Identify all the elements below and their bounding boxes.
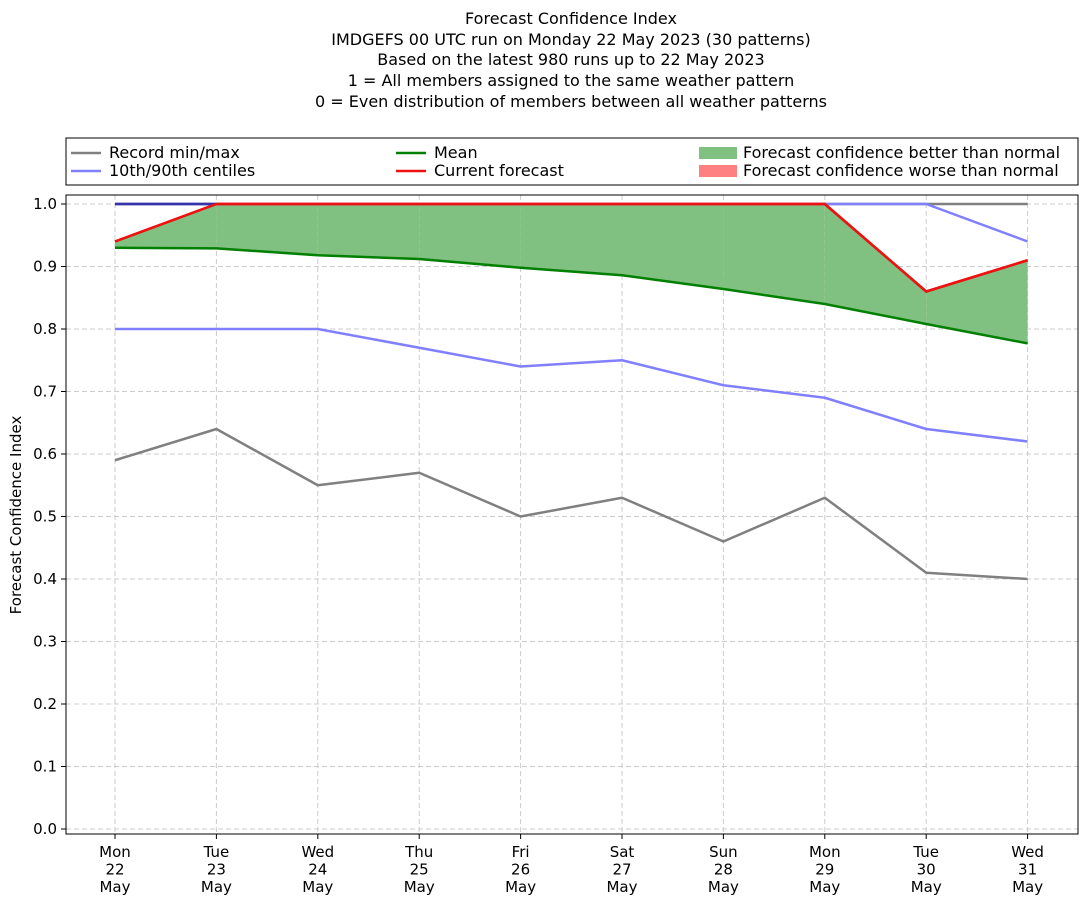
x-tick-label: Tue 23 May xyxy=(201,843,232,896)
legend-label-worse: Forecast confidence worse than normal xyxy=(743,161,1059,180)
legend-label-centiles: 10th/90th centiles xyxy=(109,161,255,180)
fill-better-than-normal xyxy=(824,204,927,324)
series-line-current-top xyxy=(114,202,1028,293)
y-tick-label: 0.7 xyxy=(33,383,57,401)
y-tick-label: 0.6 xyxy=(33,445,57,463)
legend-swatch-worse xyxy=(699,165,737,177)
plot-frame xyxy=(65,194,1079,835)
x-tick-label: Wed 24 May xyxy=(301,843,334,896)
series-line-record-min xyxy=(114,427,1028,581)
fill-better-than-normal xyxy=(926,260,1028,344)
y-tick-label: 0.3 xyxy=(33,633,57,651)
chart-title: Forecast Confidence Index IMDGEFS 00 UTC… xyxy=(315,9,827,111)
x-tick-label: Sat 27 May xyxy=(606,843,637,896)
x-tick-label: Thu 25 May xyxy=(404,843,435,896)
title-line-4: 1 = All members assigned to the same wea… xyxy=(348,71,795,90)
legend-label-record: Record min/max xyxy=(109,143,240,162)
title-line-3: Based on the latest 980 runs up to 22 Ma… xyxy=(377,50,764,69)
y-axis-ticks: 0.0 0.1 0.2 0.3 0.4 0.5 0.6 0.7 0.8 0.9 1.0 xyxy=(33,195,66,838)
fill-better-than-normal xyxy=(520,204,622,276)
y-tick-label: 0.9 xyxy=(33,258,57,276)
fill-better-than-normal xyxy=(622,204,724,289)
y-tick-label: 0.4 xyxy=(33,570,57,588)
x-tick-label: Tue 30 May xyxy=(911,843,942,896)
legend-label-better: Forecast confidence better than normal xyxy=(743,143,1060,162)
fill-better-than-normal xyxy=(419,204,521,268)
title-line-2: IMDGEFS 00 UTC run on Monday 22 May 2023… xyxy=(331,30,810,49)
fill-better-than-normal xyxy=(115,204,217,249)
fill-better-than-normal xyxy=(216,204,318,256)
legend-label-mean: Mean xyxy=(434,143,478,162)
legend-swatch-better xyxy=(699,147,737,159)
y-axis-label: Forecast Confidence Index xyxy=(7,416,25,615)
x-tick-label: Sun 28 May xyxy=(708,843,739,896)
series-line-mean xyxy=(114,246,1028,345)
series-lines xyxy=(114,202,1029,581)
x-tick-label: Fri 26 May xyxy=(505,843,536,896)
y-tick-label: 0.0 xyxy=(33,820,57,838)
legend: Record min/max 10th/90th centiles Mean C… xyxy=(65,137,1079,186)
fill-better-than-normal xyxy=(723,204,825,304)
y-tick-label: 0.1 xyxy=(33,758,57,776)
confidence-fill xyxy=(115,204,1028,344)
y-tick-label: 0.5 xyxy=(33,508,57,526)
grid xyxy=(66,195,1078,834)
legend-box xyxy=(65,137,1079,186)
x-axis-ticks: Mon 22 May Tue 23 May Wed 24 May Thu 25 May Fri 26 May… xyxy=(99,834,1044,896)
x-tick-label: Mon 29 May xyxy=(809,843,841,896)
x-tick-label: Mon 22 May xyxy=(99,843,131,896)
y-tick-label: 0.8 xyxy=(33,320,57,338)
x-tick-label: Wed 31 May xyxy=(1011,843,1044,896)
y-tick-label: 1.0 xyxy=(33,195,57,213)
series-line-p10 xyxy=(115,327,1028,443)
title-line-1: Forecast Confidence Index xyxy=(465,9,677,28)
legend-label-current: Current forecast xyxy=(434,161,564,180)
title-line-5: 0 = Even distribution of members between… xyxy=(315,92,827,111)
fill-better-than-normal xyxy=(317,204,420,259)
y-tick-label: 0.2 xyxy=(33,695,57,713)
